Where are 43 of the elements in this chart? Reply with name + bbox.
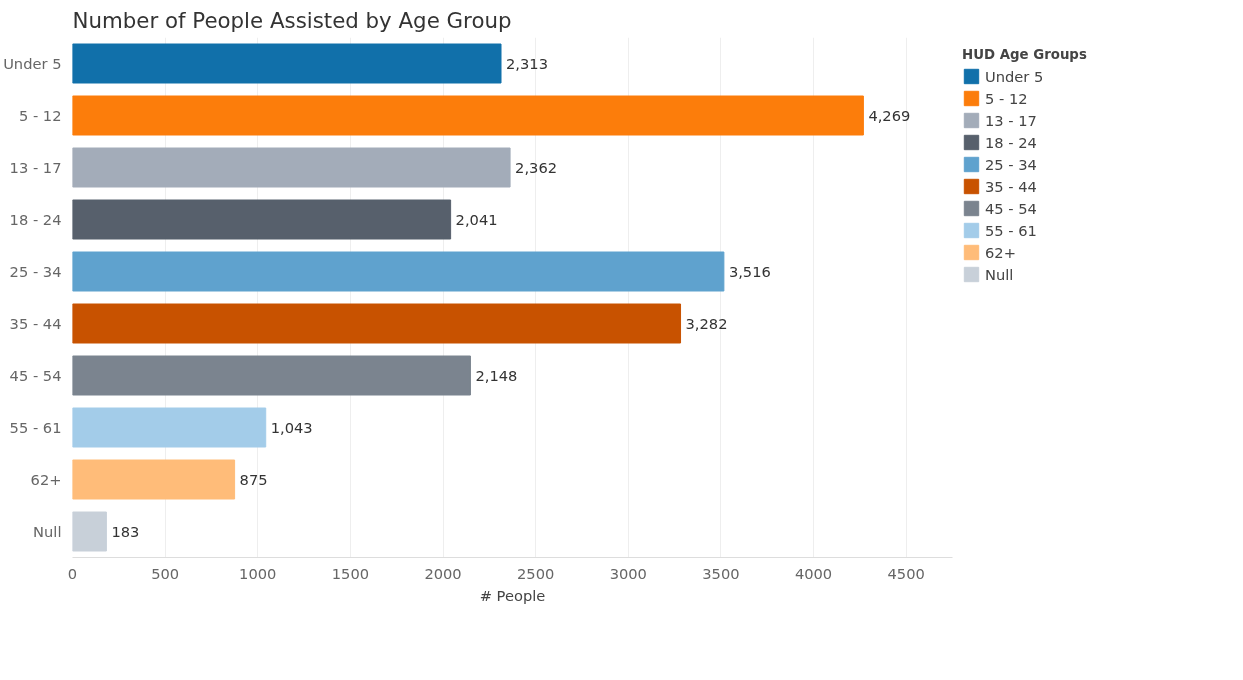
- data-label: 2,313: [506, 54, 548, 72]
- data-label: 3,516: [728, 262, 771, 280]
- legend-label: 35 - 44: [985, 177, 1037, 195]
- legend-label: 45 - 54: [985, 199, 1037, 217]
- y-tick-label: Null: [33, 523, 62, 540]
- data-label: 2,362: [515, 158, 558, 176]
- x-tick-label: 0: [67, 564, 78, 582]
- y-tick-label: 35 - 44: [9, 315, 62, 332]
- legend-label: Null: [985, 265, 1014, 283]
- y-tick-label: 5 - 12: [18, 107, 62, 124]
- x-tick-label: 3500: [702, 564, 740, 582]
- x-tick-label: 2500: [517, 564, 555, 582]
- legend-title: HUD Age Groups: [962, 47, 1087, 62]
- legend-label: 18 - 24: [985, 133, 1037, 151]
- y-tick-label: Under 5: [3, 55, 62, 72]
- x-tick-label: 4500: [887, 564, 925, 582]
- data-label: 183: [111, 522, 140, 540]
- legend-label: 55 - 61: [985, 221, 1037, 239]
- data-label: 875: [239, 470, 268, 488]
- y-tick-label: 25 - 34: [9, 263, 62, 280]
- legend-label: Under 5: [985, 67, 1044, 85]
- x-tick-label: 3000: [609, 564, 647, 582]
- legend-label: 62+: [985, 243, 1016, 261]
- x-tick-label: 1000: [239, 564, 277, 582]
- y-tick-label: 62+: [30, 471, 62, 488]
- data-label: 3,282: [685, 314, 728, 332]
- data-label: 1,043: [270, 418, 313, 436]
- data-label: 4,269: [868, 106, 911, 124]
- y-tick-label: 45 - 54: [9, 367, 62, 384]
- y-tick-label: 13 - 17: [9, 159, 62, 176]
- legend-label: 25 - 34: [985, 155, 1037, 173]
- y-tick-label: 18 - 24: [9, 211, 62, 228]
- y-tick-label: 55 - 61: [9, 419, 62, 436]
- legend-label: 13 - 17: [985, 111, 1037, 129]
- x-tick-label: 1500: [331, 564, 370, 582]
- x-tick-label: 500: [151, 564, 180, 582]
- data-label: 2,041: [455, 210, 498, 228]
- x-tick-label: 2000: [424, 564, 462, 582]
- x-axis-title: # People: [479, 586, 546, 604]
- data-label: 2,148: [475, 366, 518, 384]
- legend-label: 5 - 12: [985, 89, 1028, 107]
- chart-title: Number of People Assisted by Age Group: [72, 7, 512, 33]
- x-tick-label: 4000: [794, 564, 833, 582]
